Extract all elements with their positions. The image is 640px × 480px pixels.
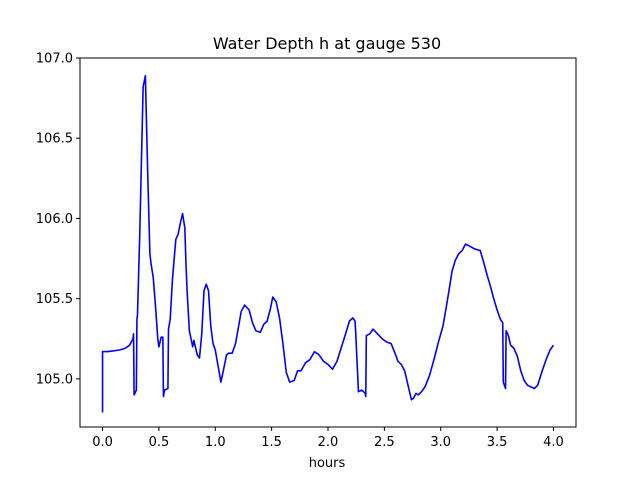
x-axis-label: hours <box>309 456 346 471</box>
series-layer <box>101 74 555 413</box>
y-tick-label: 105.5 <box>36 292 73 307</box>
x-tick-label: 3.0 <box>430 435 451 450</box>
x-tick-label: 0.0 <box>92 435 113 450</box>
x-axis-ticks: 0.0 0.5 1.0 1.5 2.0 2.5 3.0 3.5 4.0 <box>92 427 564 450</box>
x-tick-label: 1.0 <box>205 435 226 450</box>
y-tick-label: 105.0 <box>36 372 73 387</box>
y-tick-label: 107.0 <box>36 52 73 67</box>
plot-frame <box>79 57 577 428</box>
x-tick-label: 0.5 <box>149 435 170 450</box>
x-tick-label: 2.0 <box>318 435 339 450</box>
y-tick-label: 106.0 <box>36 212 73 227</box>
x-tick-label: 3.5 <box>487 435 508 450</box>
chart-title: Water Depth h at gauge 530 <box>213 34 441 53</box>
x-tick-label: 4.0 <box>543 435 564 450</box>
x-tick-label: 2.5 <box>374 435 395 450</box>
y-tick-label: 106.5 <box>36 132 73 147</box>
y-axis-ticks: 105.0 105.5 106.0 106.5 107.0 <box>36 52 80 387</box>
series-line <box>101 74 555 413</box>
x-tick-label: 1.5 <box>261 435 282 450</box>
